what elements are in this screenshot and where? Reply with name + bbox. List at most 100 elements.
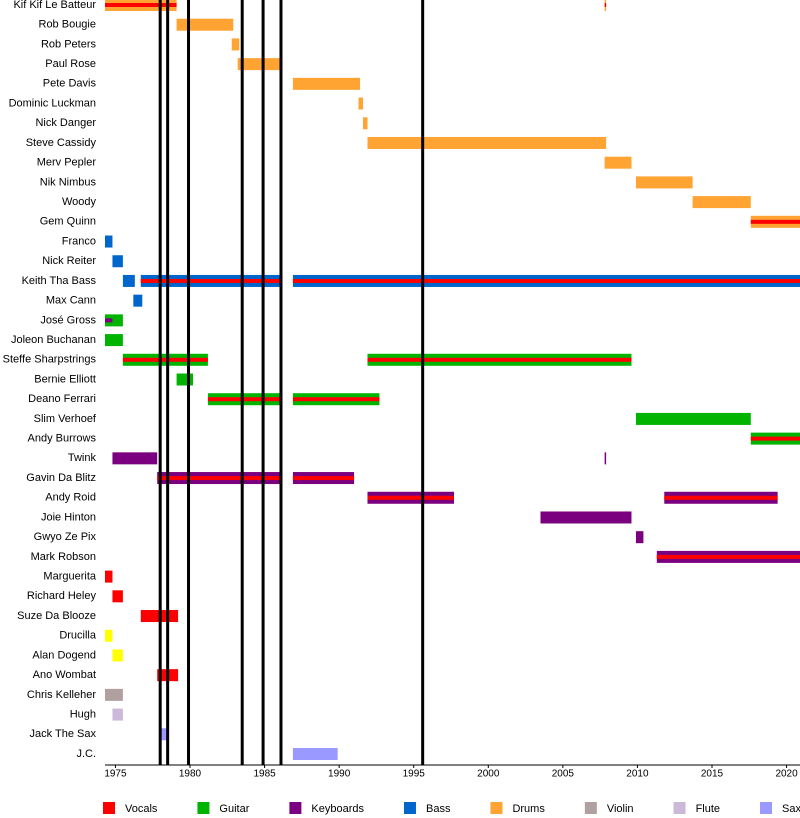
span-bar [237, 58, 283, 71]
span-bar [604, 156, 632, 169]
legend-swatch [289, 802, 302, 814]
member-name: Alan Dogend [32, 649, 96, 661]
span-bar [112, 255, 123, 268]
span-stripe [140, 278, 283, 283]
member-name: José Gross [40, 314, 96, 326]
member-name: J.C. [76, 748, 96, 760]
span-bar [635, 531, 644, 544]
member-name: Slim Verhoef [34, 413, 97, 425]
span-stripe [750, 436, 800, 441]
span-bar [160, 728, 168, 741]
span-bar [231, 38, 240, 51]
member-name: Richard Heley [27, 590, 97, 602]
x-tick-label: 2010 [626, 769, 649, 780]
span-bar [105, 688, 123, 701]
span-bar [635, 412, 751, 425]
member-name: Hugh [70, 708, 96, 720]
span-stripe [292, 278, 800, 283]
span-bar [292, 748, 338, 760]
legend-label: Drums [512, 803, 545, 815]
span-bar [112, 708, 123, 721]
legend-label: Vocals [125, 803, 158, 815]
member-name: Woody [62, 196, 97, 208]
legend-swatch [490, 802, 503, 814]
member-name: Nik Nimbus [40, 176, 97, 188]
span-bar [176, 373, 193, 386]
member-name: Rob Bougie [39, 19, 97, 31]
member-name: Nick Reiter [42, 255, 96, 267]
span-stripe [122, 357, 208, 362]
span-stripe [292, 476, 355, 481]
span-bar [635, 176, 693, 189]
span-bar [292, 77, 361, 90]
member-name: Marguerita [43, 571, 96, 583]
member-name: Suze Da Blooze [17, 610, 96, 622]
x-tick-label: 1985 [253, 769, 276, 780]
member-name: Nick Danger [35, 117, 96, 129]
member-name: Andy Burrows [28, 433, 97, 445]
span-bar [692, 196, 751, 209]
span-bar [112, 452, 158, 465]
x-tick-label: 2015 [701, 769, 724, 780]
x-tick-label: 1995 [403, 769, 426, 780]
span-bar [176, 18, 234, 31]
legend-label: Guitar [219, 803, 249, 815]
span-stripe [207, 397, 283, 402]
legend-label: Sax [782, 803, 800, 815]
member-name: Paul Rose [45, 58, 96, 70]
span-bar [122, 274, 135, 287]
span-bar [105, 235, 113, 248]
member-name: Merv Pepler [37, 157, 97, 169]
legend-swatch [760, 802, 773, 814]
x-tick-label: 2020 [775, 769, 798, 780]
member-name: Rob Peters [41, 38, 97, 50]
span-bar [105, 334, 123, 347]
member-name: Bernie Elliott [34, 373, 96, 385]
span-bar [105, 570, 113, 583]
span-stripe [664, 495, 778, 500]
span-bar [112, 590, 123, 603]
legend-swatch [403, 802, 416, 814]
x-tick-label: 2000 [477, 769, 500, 780]
legend-label: Bass [426, 803, 451, 815]
member-name: Drucilla [59, 630, 97, 642]
span-bar [540, 511, 632, 524]
member-name: Keith Tha Bass [22, 275, 97, 287]
span-bar [363, 117, 368, 130]
span-bar [604, 452, 607, 465]
span-stripe [292, 397, 380, 402]
member-name: Max Cann [46, 295, 96, 307]
span-stripe [750, 219, 800, 224]
span-stripe [367, 495, 454, 500]
member-name: Joleon Buchanan [11, 334, 96, 346]
legend-swatch [103, 802, 115, 814]
span-bar [367, 136, 607, 149]
member-name: Kif Kif Le Batteur [13, 0, 96, 11]
legend-label: Violin [607, 803, 634, 815]
member-name: Dominic Luckman [9, 97, 96, 109]
span-stripe [656, 554, 800, 559]
span-stripe [604, 3, 607, 7]
member-name: Deano Ferrari [28, 393, 96, 405]
member-name: Twink [68, 452, 97, 464]
span-stripe [157, 476, 283, 481]
legend-label: Flute [696, 803, 720, 815]
member-name: Steffe Sharpstrings [3, 354, 97, 366]
member-name: Jack The Sax [30, 728, 97, 740]
span-stripe [105, 3, 177, 7]
span-bar [105, 629, 113, 642]
legend-label: Keyboards [311, 803, 364, 815]
span-bar [133, 294, 143, 307]
x-tick-label: 1990 [328, 769, 351, 780]
x-tick-label: 2005 [552, 769, 575, 780]
x-tick-label: 1975 [104, 769, 127, 780]
member-name: Gem Quinn [40, 216, 96, 228]
member-name: Pete Davis [43, 78, 97, 90]
member-name: Mark Robson [31, 551, 96, 563]
span-bar [112, 314, 123, 327]
member-name: Ano Wombat [33, 669, 96, 681]
span-stripe [105, 318, 113, 323]
member-name: Franco [62, 235, 96, 247]
legend-swatch [197, 802, 210, 814]
